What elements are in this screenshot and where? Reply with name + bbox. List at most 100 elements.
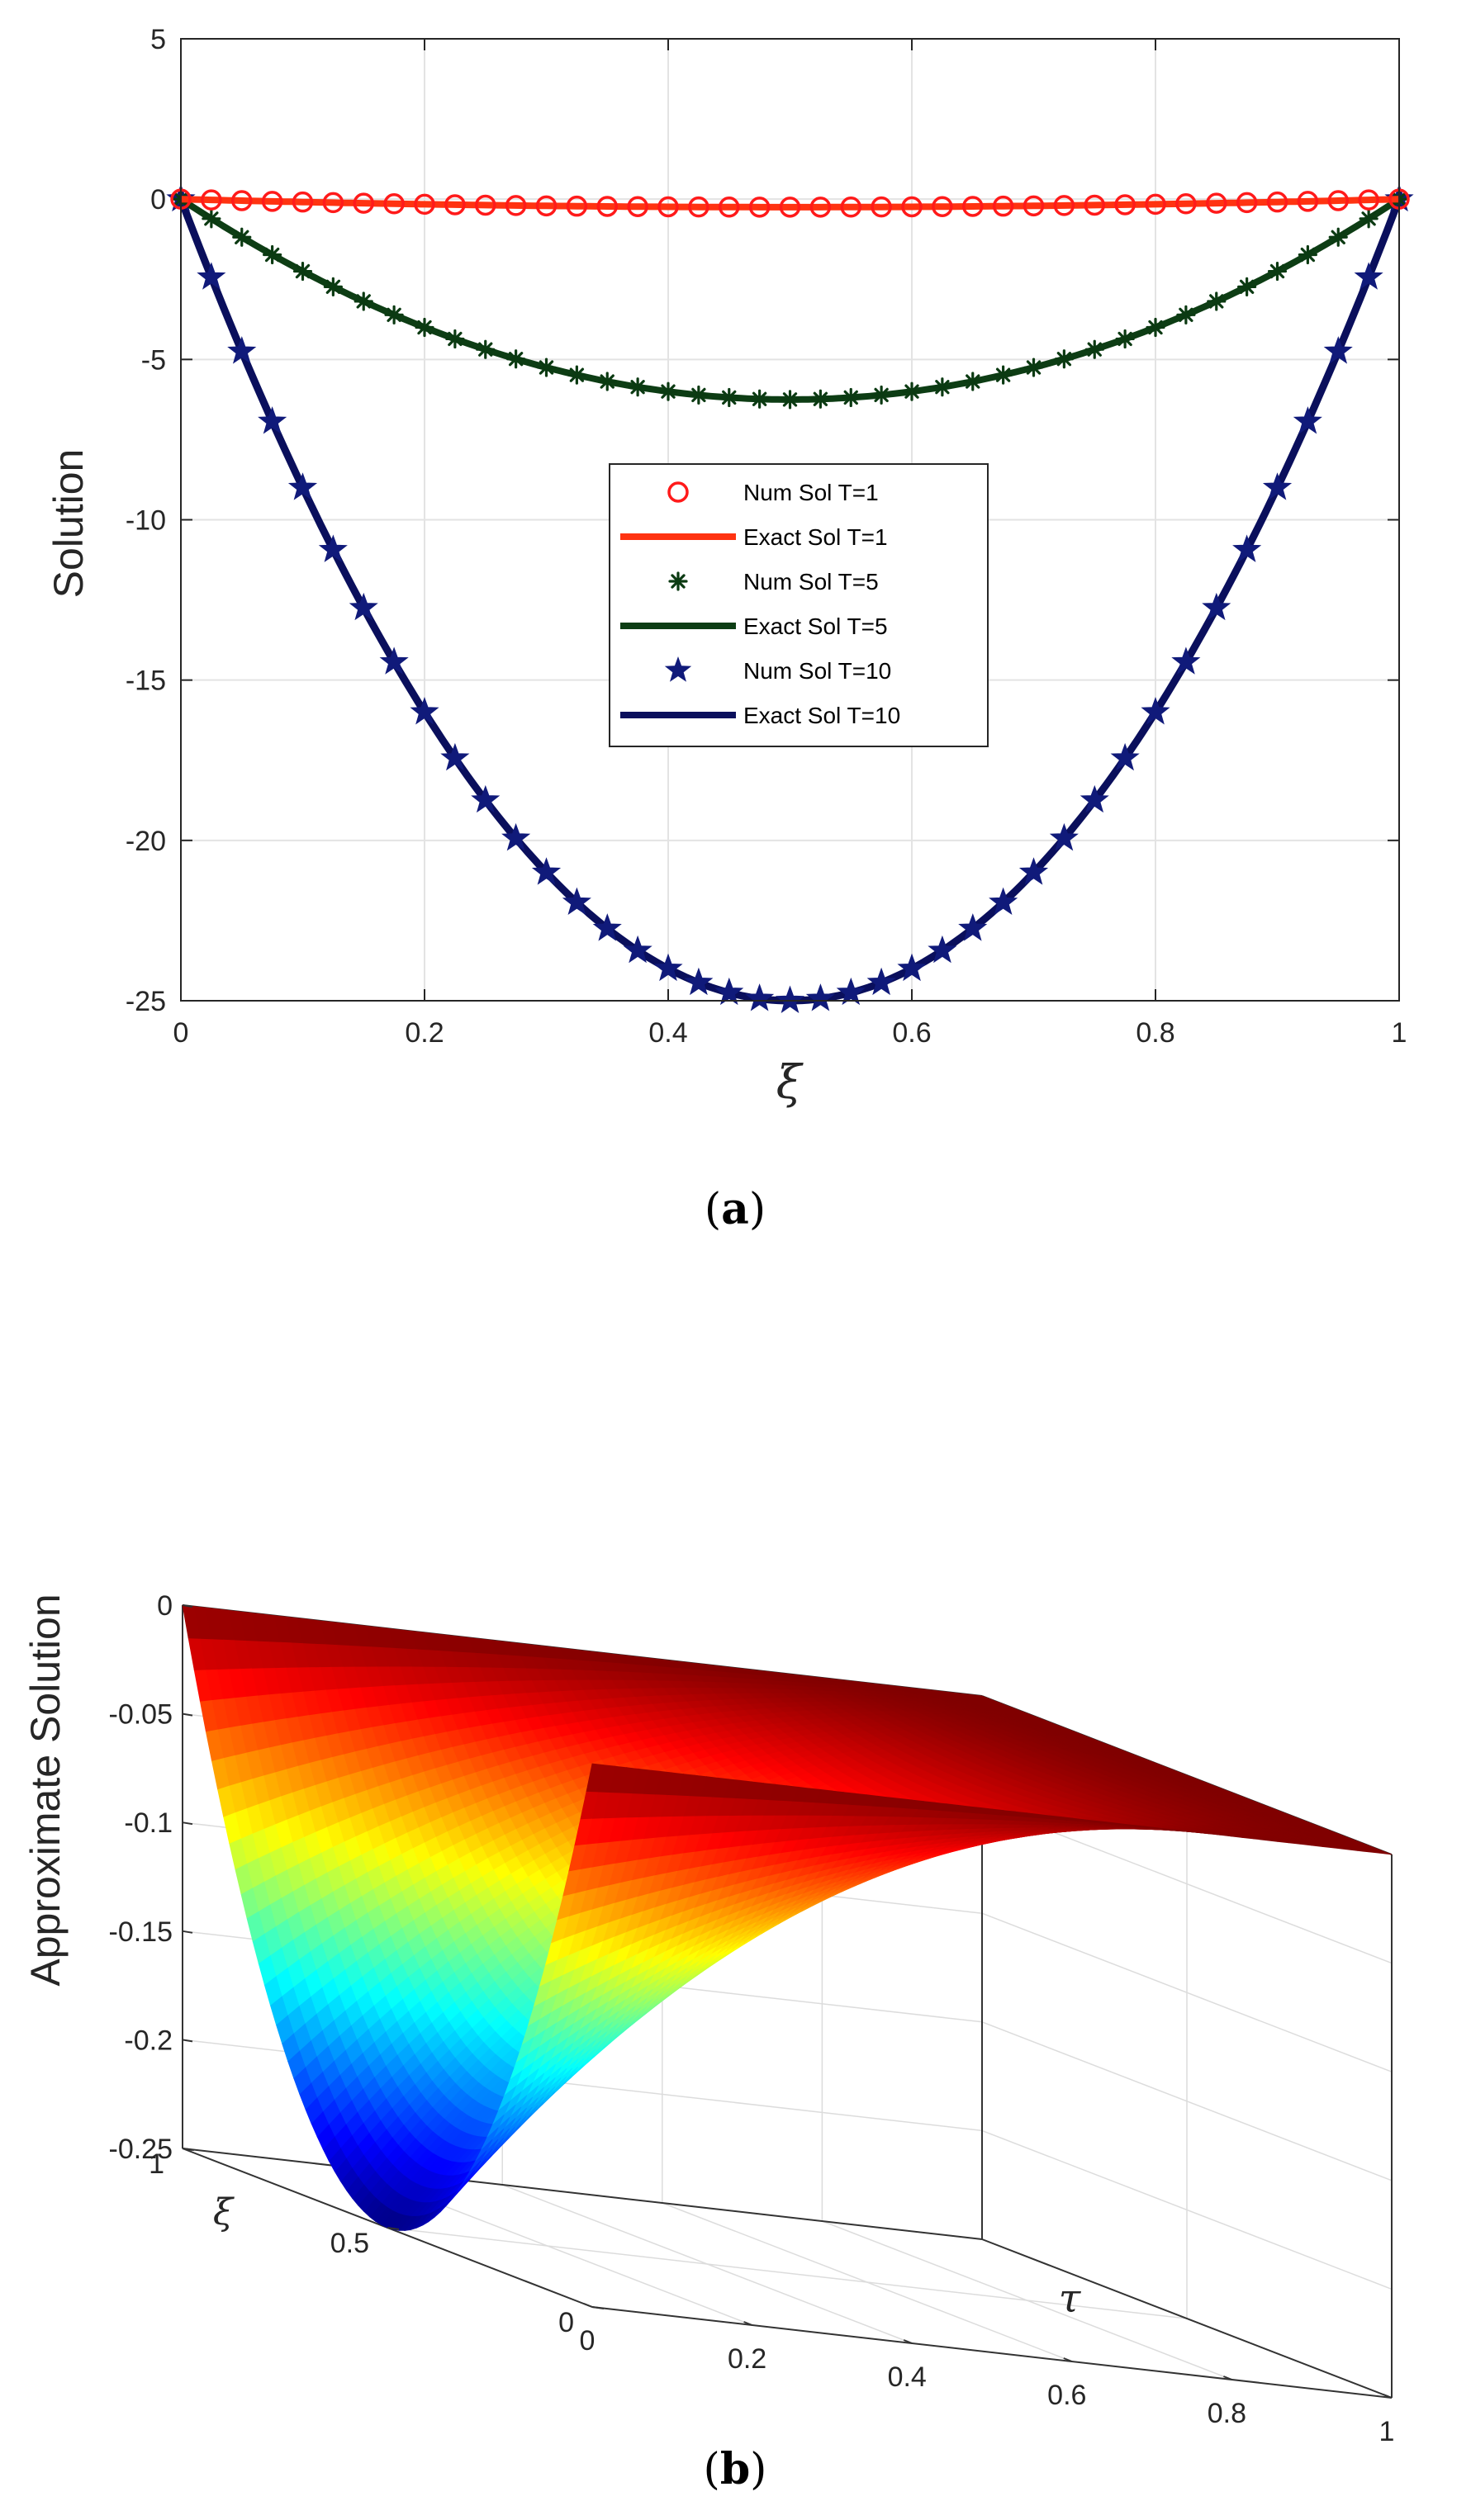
y-tick-label: 0	[150, 184, 166, 216]
data-point	[1262, 472, 1293, 500]
asterisk-stroke	[235, 230, 249, 244]
legend-label: Num Sol T=1	[743, 480, 879, 505]
data-point	[231, 190, 253, 211]
asterisk-stroke	[1148, 320, 1163, 335]
asterisk-stroke	[1117, 331, 1132, 347]
data-point	[562, 887, 591, 915]
asterisk-stroke	[813, 391, 828, 406]
data-point	[1358, 189, 1379, 211]
data-point	[323, 277, 343, 296]
asterisk-stroke	[1331, 230, 1345, 244]
data-point	[197, 262, 226, 290]
data-point	[1298, 244, 1317, 265]
data-point	[1114, 194, 1136, 216]
y-tick-label: -20	[126, 826, 166, 857]
data-point	[1145, 193, 1166, 216]
data-point	[383, 193, 405, 215]
data-point	[871, 196, 892, 218]
data-point	[440, 742, 470, 771]
asterisk-stroke	[264, 247, 280, 263]
data-point	[536, 358, 557, 377]
asterisk-stroke	[325, 279, 341, 295]
data-point	[748, 197, 771, 218]
data-point	[292, 261, 313, 282]
y-axis-label-a: Solution	[45, 449, 92, 599]
floor-gridline	[662, 2202, 1073, 2362]
legend-entry: Exact Sol T=1	[620, 524, 888, 550]
box-edge	[182, 2148, 983, 2240]
data-point	[901, 196, 923, 218]
asterisk-stroke	[722, 390, 737, 405]
data-point	[1206, 192, 1227, 214]
caption-a: (a)	[705, 1184, 766, 1234]
caption-a-open: (	[705, 1185, 721, 1234]
data-point	[1236, 192, 1258, 214]
asterisk-stroke	[904, 384, 919, 399]
legend-label: Exact Sol T=1	[743, 524, 888, 550]
asterisk-stroke	[600, 374, 614, 389]
data-point	[1207, 291, 1227, 311]
data-point	[354, 291, 373, 311]
series-markers-num-sol-t-5	[171, 189, 1409, 410]
data-point	[1049, 822, 1079, 851]
legend-entry: Num Sol T=1	[667, 480, 879, 505]
asterisk-stroke	[966, 374, 980, 389]
asterisk-stroke	[661, 384, 676, 399]
data-point	[501, 822, 531, 851]
asterisk-stroke	[691, 387, 706, 403]
data-point	[1354, 262, 1383, 290]
asterisk-stroke	[995, 367, 1011, 382]
data-point	[719, 387, 739, 408]
data-point	[505, 195, 527, 216]
asterisk-stroke	[1239, 279, 1255, 295]
data-point	[379, 647, 409, 675]
asterisk-stroke	[539, 360, 554, 375]
panel-b: 0-0.05-0.1-0.15-0.2-0.2500.5100.20.40.60…	[22, 1590, 1394, 2494]
asterisk-stroke	[935, 380, 950, 395]
data-point	[1023, 358, 1044, 377]
legend-label: Exact Sol T=10	[743, 703, 900, 728]
data-point	[962, 196, 984, 217]
data-point	[506, 349, 526, 369]
asterisk-stroke	[1056, 352, 1072, 367]
data-point	[805, 983, 835, 1011]
data-point	[1171, 647, 1201, 675]
data-point	[810, 389, 830, 409]
asterisk-stroke	[417, 320, 432, 335]
data-point	[688, 196, 709, 218]
y-tick-label: -10	[126, 505, 166, 537]
data-point	[841, 387, 861, 408]
legend-label: Exact Sol T=5	[743, 613, 888, 639]
data-point	[1146, 317, 1165, 338]
data-point	[263, 244, 282, 265]
data-point	[1115, 329, 1135, 349]
data-point	[476, 339, 496, 359]
y-tick-label: 5	[150, 24, 166, 55]
asterisk-stroke	[295, 263, 311, 279]
asterisk-stroke	[448, 331, 463, 347]
data-point	[322, 192, 344, 214]
asterisk-stroke	[1209, 294, 1224, 309]
legend-items: Num Sol T=1 Exact Sol T=1 Num Sol T=5 Exact…	[620, 480, 900, 728]
legend: Num Sol T=1 Exact Sol T=1 Num Sol T=5 Exact…	[609, 463, 989, 747]
plot-a-frame	[180, 38, 1400, 1002]
data-point	[349, 592, 378, 621]
data-point	[994, 365, 1013, 385]
data-point	[258, 406, 287, 434]
floor-gridline	[387, 2227, 1188, 2319]
data-point	[1141, 697, 1170, 725]
legend-entry: Num Sol T=10	[664, 656, 891, 684]
data-point	[414, 193, 435, 216]
data-point	[780, 390, 800, 410]
legend-label: Num Sol T=10	[743, 658, 891, 684]
data-point	[714, 977, 744, 1006]
data-point	[653, 953, 683, 982]
data-point	[932, 196, 953, 218]
data-point	[1267, 261, 1288, 282]
data-point	[928, 935, 957, 964]
legend-entry: Num Sol T=5	[668, 569, 879, 594]
x-tick-label: 0	[173, 1017, 189, 1049]
data-point	[1237, 277, 1257, 296]
asterisk-stroke	[478, 342, 493, 357]
asterisk-stroke	[874, 387, 889, 403]
